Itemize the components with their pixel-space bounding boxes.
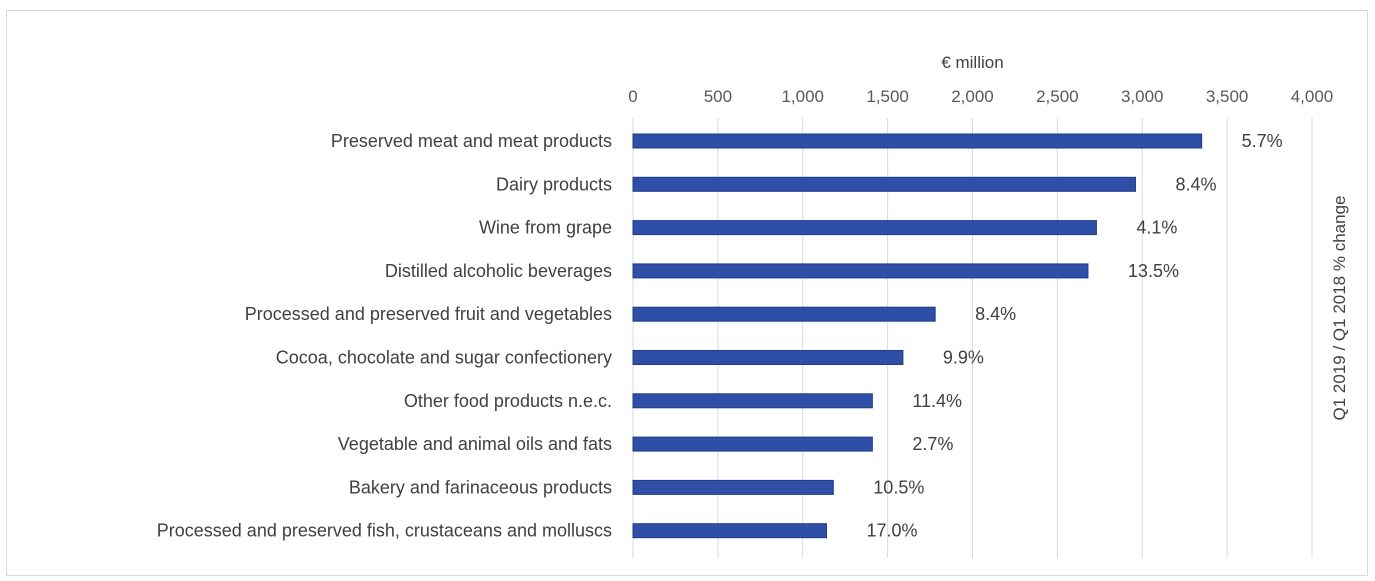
bar bbox=[632, 393, 873, 409]
bar bbox=[632, 176, 1136, 192]
category-label: Wine from grape bbox=[479, 218, 612, 238]
category-label: Bakery and farinaceous products bbox=[349, 477, 612, 497]
x-tick-label: 2,000 bbox=[951, 87, 994, 106]
x-tick-labels: 0 500 1,000 1,500 2,000 2,500 3,000 3,500 4,000 bbox=[628, 87, 1333, 106]
category-label: Other food products n.e.c. bbox=[404, 391, 612, 411]
pct-change-label: 13.5% bbox=[1128, 261, 1179, 281]
bar bbox=[632, 523, 828, 539]
right-axis-title: Q1 2019 / Q1 2018 % change bbox=[1330, 196, 1349, 421]
pct-change-label: 2.7% bbox=[912, 434, 953, 454]
pct-change-label: 17.0% bbox=[867, 521, 918, 541]
category-labels: Preserved meat and meat products Dairy pr… bbox=[157, 131, 612, 541]
pct-change-label: 5.7% bbox=[1242, 131, 1283, 151]
x-tick-label: 3,500 bbox=[1206, 87, 1249, 106]
x-tick-label: 1,000 bbox=[781, 87, 824, 106]
bar bbox=[632, 436, 873, 452]
bar bbox=[632, 479, 834, 495]
pct-change-label: 10.5% bbox=[873, 477, 924, 497]
pct-change-label: 8.4% bbox=[975, 304, 1016, 324]
x-tick-label: 2,500 bbox=[1036, 87, 1079, 106]
pct-change-label: 11.4% bbox=[912, 391, 962, 411]
pct-change-label: 4.1% bbox=[1136, 218, 1177, 238]
x-tick-label: 3,000 bbox=[1121, 87, 1164, 106]
pct-change-labels: 5.7% 8.4% 4.1% 13.5% 8.4% 9.9% 11.4% 2.7% 10.5% 1… bbox=[867, 131, 1283, 541]
category-label: Cocoa, chocolate and sugar confectionery bbox=[276, 348, 612, 368]
bar bbox=[632, 350, 904, 365]
category-label: Preserved meat and meat products bbox=[331, 131, 612, 151]
x-tick-label: 1,500 bbox=[866, 87, 909, 106]
bars bbox=[632, 133, 1203, 539]
category-label: Processed and preserved fruit and vegeta… bbox=[245, 304, 612, 324]
x-tick-label: 4,000 bbox=[1291, 87, 1334, 106]
pct-change-label: 8.4% bbox=[1175, 174, 1216, 194]
category-label: Vegetable and animal oils and fats bbox=[338, 434, 612, 454]
category-label: Processed and preserved fish, crustacean… bbox=[157, 521, 612, 541]
x-tick-label: 0 bbox=[628, 87, 637, 106]
bar bbox=[632, 133, 1203, 149]
bar bbox=[632, 306, 936, 322]
bar bbox=[632, 263, 1089, 279]
x-axis-title: € million bbox=[941, 53, 1003, 72]
pct-change-label: 9.9% bbox=[943, 348, 984, 368]
category-label: Distilled alcoholic beverages bbox=[385, 261, 612, 281]
bar bbox=[632, 220, 1097, 236]
x-tick-label: 500 bbox=[704, 87, 732, 106]
category-label: Dairy products bbox=[496, 174, 612, 194]
